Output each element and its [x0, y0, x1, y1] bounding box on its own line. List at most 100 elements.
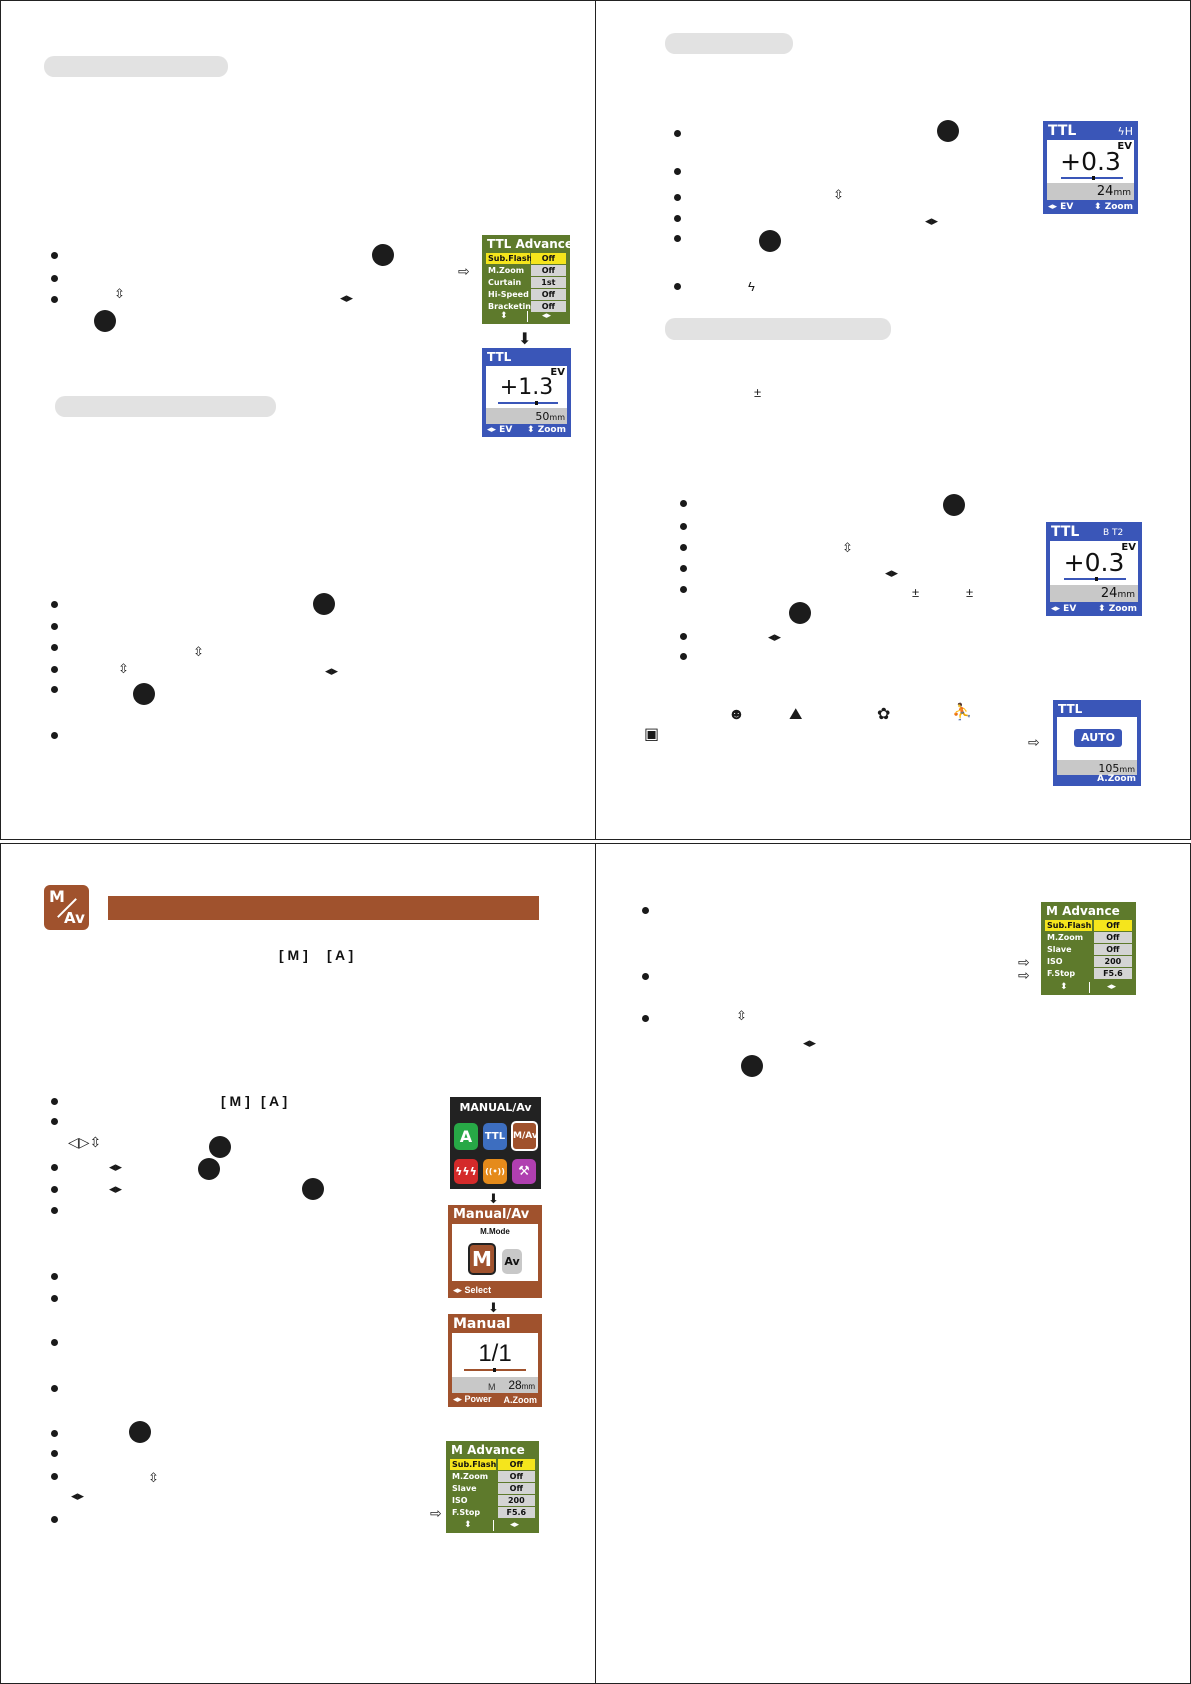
auto-mode-tile: A — [454, 1123, 478, 1150]
bullet — [680, 500, 687, 507]
menu-footer: ⬍ ◂▸ — [484, 311, 568, 322]
zoom-strip — [486, 408, 567, 424]
bullet — [51, 1450, 58, 1457]
button-icon — [94, 310, 116, 332]
zoom-value: 24mm — [1096, 184, 1131, 199]
zoom-value: 28mm — [508, 1378, 535, 1392]
bullet — [51, 1273, 58, 1280]
zoom-strip — [1057, 760, 1137, 775]
button-icon — [943, 494, 965, 516]
section-heading-bar — [55, 396, 276, 417]
zoom-value: 105mm — [1098, 762, 1135, 775]
menu-row: Curtain 1st — [484, 277, 568, 288]
menu-row-key: F.Stop — [1047, 969, 1076, 978]
lcd-footer-right: ⬍ Zoom — [527, 425, 566, 435]
mode-menu-screen: MANUAL/Av A TTL M/Av ϟϟϟ ((•)) ⚒ — [450, 1097, 541, 1189]
mode-label-a: [ A ] — [261, 1093, 288, 1109]
ev-value: +1.3 — [499, 375, 554, 400]
down-arrow-icon: ⬇ — [518, 331, 532, 348]
mode-icon-m: M — [49, 887, 65, 906]
button-icon — [759, 230, 781, 252]
left-right-up-down-icon: ◁▷⇳ — [68, 1134, 102, 1150]
button-icon — [372, 244, 394, 266]
av-option: Av — [502, 1249, 522, 1274]
menu-row: Sub.Flash Off — [484, 253, 568, 264]
zoom-strip — [1047, 183, 1134, 200]
screen-footer-left: ◂▸ Power — [453, 1394, 492, 1404]
menu-row-value: 200 — [1093, 956, 1132, 967]
menu-row-value: Off — [497, 1459, 535, 1470]
menu-footer: ⬍ ◂▸ — [1043, 982, 1134, 993]
up-down-icon: ⬍ — [464, 1520, 472, 1530]
hss-badge: ϟH — [1117, 125, 1133, 138]
lcd-footer-right: A.Zoom — [1097, 774, 1136, 784]
up-down-icon: ⇳ — [118, 661, 129, 676]
lcd-body: EV +0.3 24mm — [1050, 541, 1138, 602]
zoom-value: 50mm — [535, 410, 565, 423]
menu-row: M.Zoom Off — [484, 265, 568, 276]
menu-row: M.Zoom Off — [448, 1471, 537, 1482]
up-down-icon: ⇳ — [148, 1470, 159, 1485]
bullet — [680, 633, 687, 640]
lcd-title: TTL — [1048, 123, 1077, 139]
ttl-bracket-screen: TTL B T2 EV +0.3 24mm ◂▸ EV ⬍ Zoom — [1046, 522, 1142, 616]
lcd-footer-right: ⬍ Zoom — [1094, 202, 1133, 212]
zoom-value: 24mm — [1100, 586, 1135, 601]
up-down-icon: ⇳ — [842, 540, 853, 555]
bracket-badge: B T2 — [1103, 528, 1124, 538]
left-right-icon: ◂▸ — [1107, 982, 1117, 992]
lcd-title: TTL — [487, 350, 512, 364]
lcd-body: EV +1.3 50mm — [486, 366, 567, 424]
macro-icon: ✿ — [877, 706, 891, 723]
m-option: M — [468, 1243, 496, 1275]
screen-title: Manual/Av — [453, 1207, 530, 1222]
plus-minus-symbol: ± — [912, 585, 920, 600]
bullet — [674, 235, 681, 242]
manual-av-mode-tile: M/Av — [511, 1121, 538, 1151]
mode-label-m: [ M ] — [221, 1093, 250, 1109]
left-right-icon: ◂▸ — [325, 663, 339, 678]
menu-title: TTL Advance — [487, 237, 574, 251]
sports-icon: ⛹ — [952, 704, 972, 721]
bullet — [642, 1015, 649, 1022]
settings-tile: ⚒ — [512, 1159, 536, 1184]
left-right-icon: ◂▸ — [109, 1159, 123, 1174]
screen-subtitle: M.Mode — [480, 1227, 510, 1236]
bullet — [674, 283, 681, 290]
menu-row-key: Curtain — [488, 278, 522, 287]
left-right-icon: ◂▸ — [109, 1181, 123, 1196]
button-icon — [313, 593, 335, 615]
bullet — [51, 1164, 58, 1171]
left-right-icon: ◂▸ — [803, 1035, 817, 1050]
pointer-arrow-icon: ⇨ — [458, 263, 470, 279]
up-down-icon: ⇳ — [193, 644, 204, 659]
bullet — [680, 565, 687, 572]
menu-row-value: Off — [530, 265, 566, 276]
bullet — [642, 973, 649, 980]
menu-title: M Advance — [451, 1443, 525, 1457]
bullet — [642, 907, 649, 914]
lcd-body: AUTO 105mm — [1057, 717, 1137, 775]
menu-row-key: Sub.Flash — [486, 253, 533, 264]
zoom-strip — [452, 1377, 538, 1393]
menu-row-key: Hi-Speed — [488, 290, 529, 299]
plus-minus-symbol: ± — [966, 585, 974, 600]
ev-label: EV — [550, 367, 565, 378]
landscape-icon: ⛰ — [789, 706, 803, 723]
bullet — [674, 130, 681, 137]
power-value: 1/1 — [478, 1340, 512, 1367]
menu-row: Slave Off — [1043, 944, 1134, 955]
menu-row: Bracketing Off — [484, 301, 568, 312]
lcd-footer-left: ◂▸ EV — [1051, 604, 1077, 614]
menu-row: Slave Off — [448, 1483, 537, 1494]
mode-label-a: [ A ] — [327, 947, 354, 963]
m-advance-menu-screen: M Advance Sub.Flash Off M.Zoom Off Slave Of… — [1041, 902, 1136, 995]
mode-label-m: [ M ] — [279, 947, 308, 963]
mode-icon-av: Av — [64, 909, 85, 927]
menu-row: Hi-Speed Off — [484, 289, 568, 300]
menu-title: M Advance — [1046, 904, 1120, 918]
button-icon — [937, 120, 959, 142]
menu-row-value: Off — [1093, 932, 1132, 943]
menu-row-value: F5.6 — [497, 1507, 535, 1518]
screen-body: 1/1 M 28mm — [452, 1333, 538, 1393]
